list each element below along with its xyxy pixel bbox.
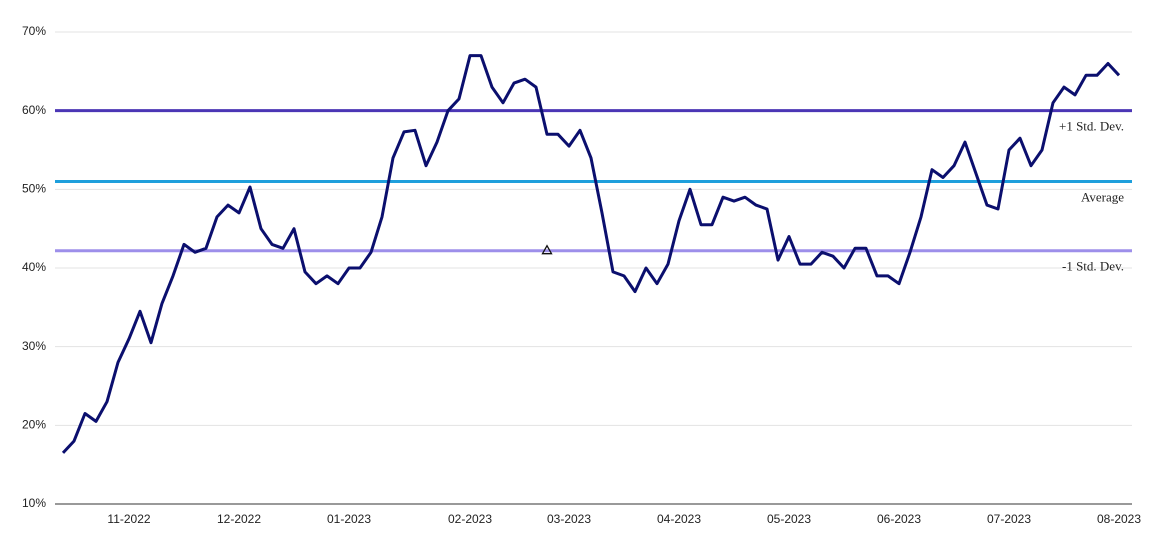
reference-label: Average [1081, 189, 1124, 204]
marker-triangle [541, 244, 553, 255]
reference-label: -1 Std. Dev. [1062, 259, 1124, 274]
y-tick-label: 40% [22, 260, 46, 274]
x-tick-label: 04-2023 [657, 512, 701, 526]
x-tick-label: 11-2022 [107, 512, 150, 526]
x-tick-label: 03-2023 [547, 512, 591, 526]
y-tick-label: 50% [22, 182, 46, 196]
x-tick-label: 06-2023 [877, 512, 921, 526]
data-line [61, 54, 1121, 454]
x-tick-label: 12-2022 [217, 512, 261, 526]
x-tick-label: 01-2023 [327, 512, 371, 526]
y-tick-label: 10% [22, 496, 46, 510]
reference-label: +1 Std. Dev. [1059, 119, 1124, 134]
y-tick-label: 70% [22, 24, 46, 38]
x-tick-label: 07-2023 [987, 512, 1031, 526]
x-tick-label: 05-2023 [767, 512, 811, 526]
y-tick-label: 30% [22, 339, 46, 353]
x-tick-label: 02-2023 [448, 512, 492, 526]
y-tick-label: 60% [22, 103, 46, 117]
x-tick-label: 08-2023 [1097, 512, 1141, 526]
y-tick-label: 20% [22, 418, 46, 432]
